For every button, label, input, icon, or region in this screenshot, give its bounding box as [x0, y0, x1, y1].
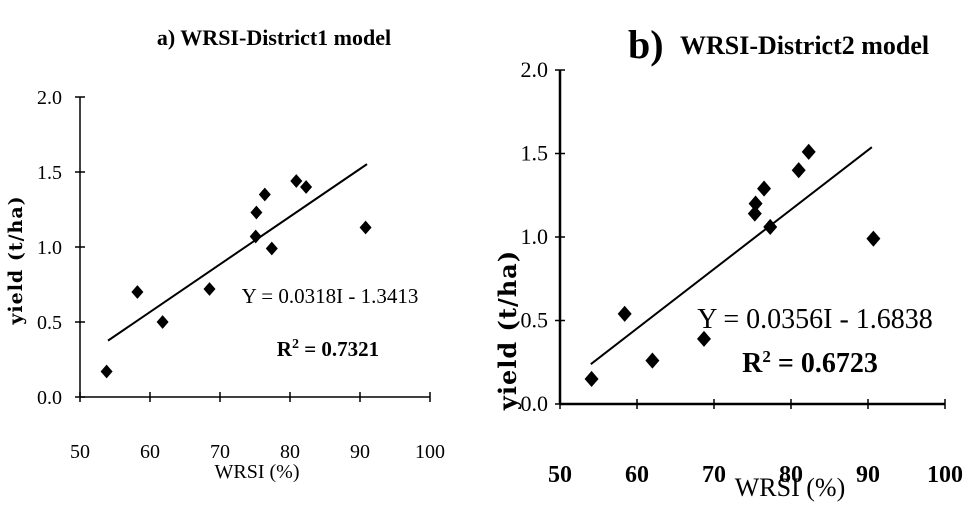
chart-a-trendline-path — [107, 163, 368, 342]
chart-a-x-tick-label: 100 — [415, 441, 445, 463]
chart-b-x-tick-label: 70 — [702, 462, 726, 488]
chart-b-title-prefix: b) — [628, 22, 664, 67]
chart-b-data-point — [748, 195, 763, 212]
chart-b-x-tick-label: 90 — [856, 462, 880, 488]
chart-b-r2-prefix: R — [742, 348, 763, 379]
chart-a-r2: R2 = 0.7321 — [277, 337, 379, 361]
chart-b-points — [584, 143, 881, 387]
chart-b-trendline — [590, 146, 873, 365]
chart-b-y-label: yield (t/ha) — [493, 250, 522, 411]
chart-b-title: WRSI-District2 model — [680, 31, 929, 60]
chart-a-equation: Y = 0.0318I - 1.3413 — [242, 284, 419, 308]
chart-a-data-point — [359, 220, 372, 235]
chart-b-x-label: WRSI (%) — [735, 473, 845, 502]
chart-a-x-tick-label: 90 — [350, 441, 370, 463]
chart-b-data-point — [617, 305, 632, 322]
chart-b-y-tick-label: 0.5 — [521, 308, 549, 333]
chart-a-data-point — [156, 315, 169, 329]
chart-b-data-point — [696, 330, 711, 347]
chart-b-y-tick-label: 0.0 — [521, 391, 549, 416]
chart-b-r2-sup: 2 — [762, 347, 771, 366]
chart-b-data-point — [747, 205, 762, 222]
chart-a-x-tick-label: 60 — [140, 441, 160, 463]
chart-a-x-tick-label: 50 — [70, 441, 90, 463]
chart-b-r2-value: = 0.6723 — [771, 348, 878, 379]
chart-a-r2-value: = 0.7321 — [299, 337, 379, 361]
chart-a-trendline — [107, 163, 368, 342]
chart-a-x-axis: 50 60 70 80 90 100 — [70, 392, 445, 463]
chart-a-r2-prefix: R — [277, 337, 293, 361]
chart-a-y-tick-label: 0.5 — [37, 312, 62, 334]
chart-a-x-tick-label: 80 — [280, 441, 300, 463]
chart-a-y-tick-label: 0.0 — [37, 387, 62, 409]
chart-a-data-point — [249, 229, 262, 244]
chart-b-data-point — [791, 162, 806, 179]
chart-b-y-tick-label: 2.0 — [521, 57, 549, 82]
chart-a-data-point — [290, 174, 303, 188]
chart-a-points — [100, 174, 372, 379]
chart-a-data-point — [300, 180, 313, 194]
chart-b-x-tick-label: 60 — [625, 462, 649, 488]
chart-a-y-tick-label: 2.0 — [37, 87, 62, 109]
chart-a-data-point — [203, 282, 216, 296]
chart-a-data-point — [250, 205, 263, 220]
chart-a-data-point — [100, 364, 113, 379]
chart-b-y-tick-label: 1.5 — [521, 141, 549, 166]
chart-b-x-tick-label: 100 — [927, 462, 963, 488]
chart-b-y-axis: 2.0 1.5 1.0 0.5 0.0 — [521, 57, 565, 416]
chart-b-x-tick-label: 80 — [779, 462, 803, 488]
chart-a-data-point — [265, 241, 278, 256]
chart-b-data-point — [645, 352, 660, 369]
chart-b-data-point — [763, 218, 778, 236]
chart-a-y-label: yield (t/ha) — [5, 195, 27, 325]
chart-a-x-tick-label: 70 — [210, 441, 230, 463]
chart-b-x-tick-label: 50 — [548, 462, 572, 488]
chart-b-data-point — [866, 230, 881, 247]
chart-b-x-axis: 50 60 70 80 90 100 — [548, 399, 963, 488]
chart-b-data-point — [801, 143, 816, 160]
chart-b-r2: R2 = 0.6723 — [742, 347, 878, 379]
chart-a-y-tick-label: 1.5 — [37, 162, 62, 184]
chart-b-equation: Y = 0.0356I - 1.6838 — [697, 304, 933, 335]
chart-a-x-label: WRSI (%) — [215, 461, 300, 483]
chart-a-data-point — [131, 285, 144, 299]
chart-a-y-axis: 0.0 0.5 1.0 1.5 2.0 — [37, 87, 85, 409]
chart-a-r2-sup: 2 — [292, 337, 299, 352]
chart-b-trendline-path — [590, 146, 873, 365]
chart-a: a) WRSI-District1 model 0.00.51.01.52.0 … — [5, 25, 445, 483]
chart-b-data-point — [584, 370, 599, 387]
chart-a-data-point — [258, 187, 271, 202]
chart-b-data-point — [757, 180, 772, 197]
chart-b-y-tick-label: 1.0 — [521, 224, 549, 249]
chart-a-title: a) WRSI-District1 model — [157, 25, 391, 50]
chart-b: b) WRSI-District2 model 2.01.51.00.50.0 … — [493, 22, 963, 502]
chart-a-y-tick-label: 1.0 — [37, 237, 62, 259]
